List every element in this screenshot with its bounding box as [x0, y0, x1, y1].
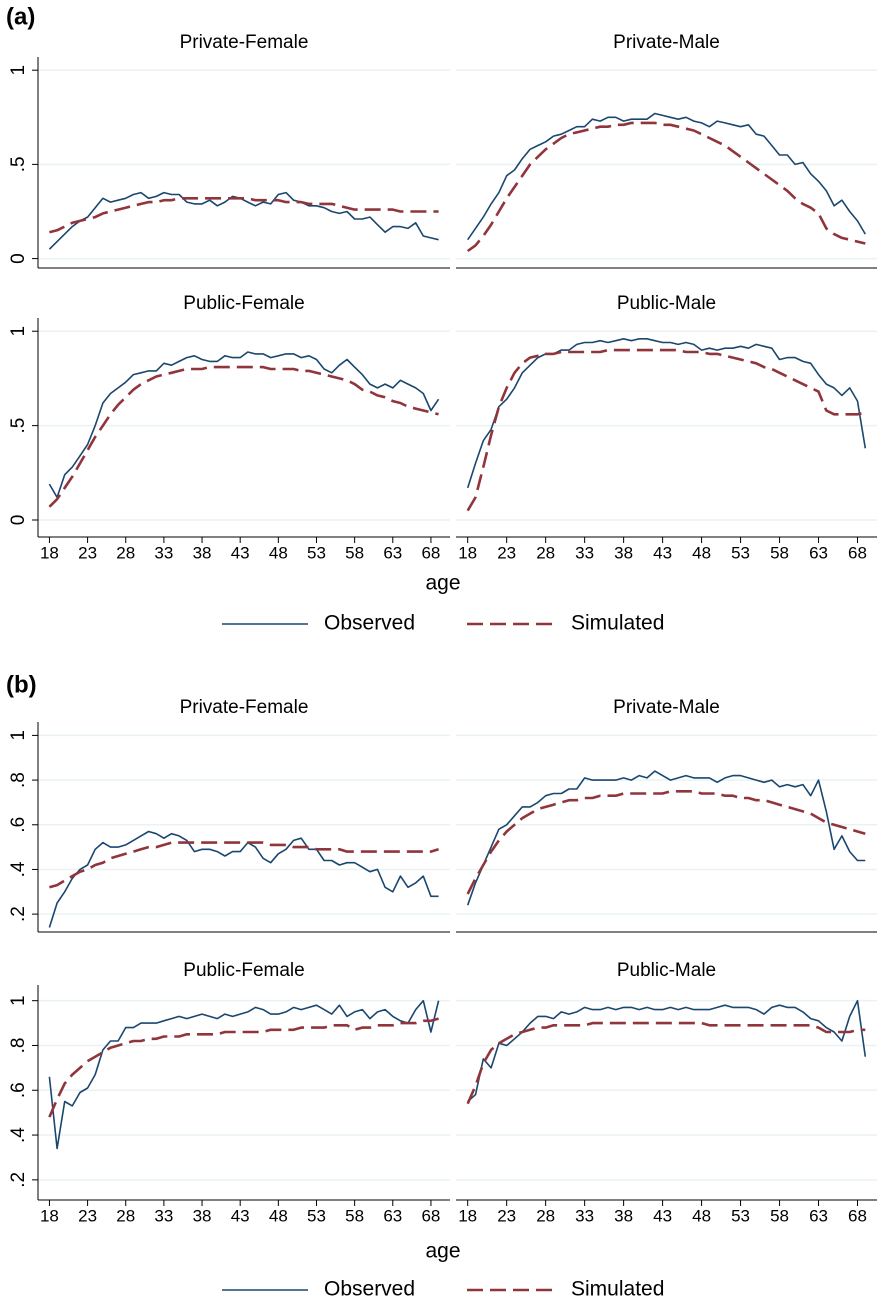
subplot-title: Public-Male: [617, 960, 716, 981]
subplot-title: Private-Female: [180, 697, 309, 718]
series-line: [49, 841, 439, 889]
subplot-title: Public-Male: [617, 293, 716, 314]
series-line: [48, 191, 439, 250]
x-tick-label: 23: [497, 1206, 516, 1225]
legend-label: Observed: [324, 612, 415, 635]
x-tick-label: 53: [731, 1206, 750, 1225]
x-tick-label: 48: [692, 1206, 711, 1225]
x-tick-label: 18: [40, 543, 59, 562]
legend-label: Simulated: [571, 1278, 664, 1301]
x-tick-label: 58: [770, 543, 789, 562]
y-tick-label: .2: [8, 906, 29, 922]
series-line: [466, 770, 866, 906]
x-tick-label: 23: [497, 543, 516, 562]
x-tick-label: 68: [421, 1206, 440, 1225]
y-tick-label: .5: [8, 156, 29, 172]
x-tick-label: 68: [421, 543, 440, 562]
series-line: [48, 830, 439, 928]
y-tick-label: 0: [8, 253, 29, 264]
x-tick-label: 58: [345, 543, 364, 562]
x-tick-label: 63: [809, 543, 828, 562]
x-tick-label: 28: [116, 1206, 135, 1225]
y-tick-label: .2: [8, 1172, 29, 1188]
series-line: [48, 999, 440, 1150]
x-tick-label: 28: [116, 543, 135, 562]
y-tick-label: 0: [8, 515, 29, 526]
x-tick-label: 63: [383, 1206, 402, 1225]
x-tick-label: 23: [78, 1206, 97, 1225]
x-tick-label: 53: [307, 1206, 326, 1225]
x-tick-label: 48: [692, 543, 711, 562]
x-tick-label: 63: [383, 543, 402, 562]
series-line: [466, 348, 866, 512]
legend-label: Observed: [324, 1278, 415, 1301]
series-line: [48, 351, 440, 499]
x-tick-label: 43: [231, 543, 250, 562]
subplot-title: Private-Male: [613, 32, 720, 53]
y-tick-label: .8: [8, 1038, 29, 1054]
subplot-title: Public-Female: [183, 293, 304, 314]
x-tick-label: 68: [848, 543, 867, 562]
series-line: [466, 121, 866, 253]
legend-label: Simulated: [571, 612, 664, 635]
subplot-title: Private-Male: [613, 697, 720, 718]
series-line: [466, 338, 867, 489]
x-tick-label: 43: [653, 1206, 672, 1225]
series-line: [49, 197, 439, 234]
x-tick-label: 38: [614, 543, 633, 562]
x-tick-label: 38: [193, 543, 212, 562]
x-tick-label: 48: [269, 543, 288, 562]
x-tick-label: 58: [770, 1206, 789, 1225]
y-tick-label: .6: [8, 817, 29, 833]
y-tick-label: 1: [8, 65, 29, 76]
x-tick-label: 18: [40, 1206, 59, 1225]
series-line: [466, 790, 866, 895]
series-line: [467, 999, 867, 1103]
y-tick-label: 1: [8, 995, 29, 1006]
x-tick-label: 33: [154, 1206, 173, 1225]
x-tick-label: 68: [848, 1206, 867, 1225]
y-tick-label: .6: [8, 1082, 29, 1098]
y-tick-label: 1: [8, 326, 29, 337]
x-tick-label: 28: [536, 543, 555, 562]
x-tick-label: 23: [78, 543, 97, 562]
subplot-title: Private-Female: [180, 32, 309, 53]
y-tick-label: .4: [8, 1127, 29, 1143]
panel-label: (a): [6, 3, 35, 30]
y-tick-label: .4: [8, 861, 29, 877]
x-tick-label: 53: [307, 543, 326, 562]
x-tick-label: 58: [345, 1206, 364, 1225]
y-tick-label: .5: [8, 418, 29, 434]
series-line: [48, 1017, 439, 1118]
x-tick-label: 33: [154, 543, 173, 562]
x-tick-label: 38: [614, 1206, 633, 1225]
x-tick-label: 38: [193, 1206, 212, 1225]
series-line: [467, 112, 866, 241]
x-tick-label: 43: [653, 543, 672, 562]
x-tick-label: 18: [458, 543, 477, 562]
series-line: [48, 365, 439, 508]
x-tick-label: 33: [575, 543, 594, 562]
x-tick-label: 43: [231, 1206, 250, 1225]
x-tick-label: 48: [269, 1206, 288, 1225]
subplot-title: Public-Female: [183, 960, 304, 981]
x-tick-label: 63: [809, 1206, 828, 1225]
x-tick-label: 18: [458, 1206, 477, 1225]
x-tick-label: 33: [575, 1206, 594, 1225]
x-tick-label: 53: [731, 543, 750, 562]
x-tick-label: 28: [536, 1206, 555, 1225]
x-axis-label: age: [425, 1240, 460, 1263]
panel-label: (b): [6, 671, 37, 698]
series-line: [466, 1021, 866, 1105]
y-tick-label: 1: [8, 730, 29, 741]
y-tick-label: .8: [8, 772, 29, 788]
x-axis-label: age: [425, 572, 460, 595]
